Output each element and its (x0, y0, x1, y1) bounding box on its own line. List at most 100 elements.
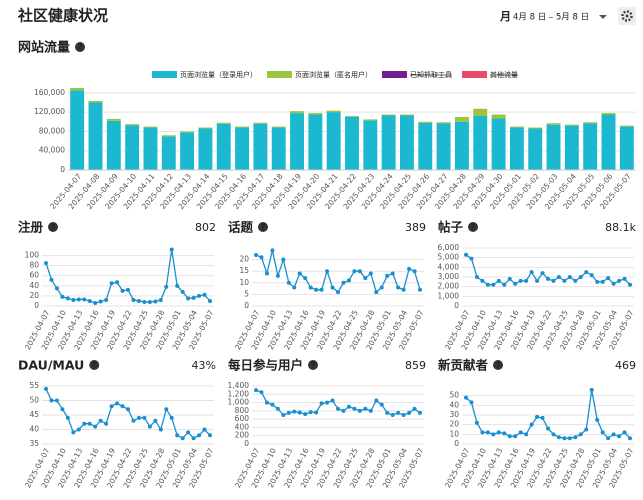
point (524, 278, 529, 283)
bar-segment (271, 126, 286, 128)
point (120, 404, 125, 409)
point (518, 430, 523, 435)
bar-segment (436, 123, 451, 170)
point (589, 387, 594, 392)
chart-title: 每日参与用户 (228, 358, 303, 373)
y-tick-label: 10 (239, 278, 249, 287)
bar-segment (473, 115, 488, 170)
point (202, 427, 207, 432)
bar-segment (564, 125, 579, 170)
bar-segment (161, 136, 176, 170)
bar-segment (326, 110, 341, 113)
y-tick-label: 35 (29, 439, 39, 448)
point (480, 278, 485, 283)
point (628, 282, 632, 287)
point (87, 421, 92, 426)
point (264, 271, 269, 276)
bar-segment (290, 111, 304, 114)
point (71, 297, 76, 302)
point (556, 275, 561, 279)
help-icon (308, 360, 319, 370)
point (175, 433, 180, 438)
point (308, 410, 313, 415)
point (104, 297, 109, 302)
bar-segment (528, 127, 543, 129)
point (469, 256, 474, 261)
point (412, 406, 417, 411)
bar-segment (271, 127, 286, 170)
bar-segment (180, 131, 195, 133)
point (325, 269, 330, 274)
point (513, 281, 518, 286)
point (551, 278, 556, 283)
bar-segment (345, 115, 359, 117)
point (496, 278, 501, 283)
point (385, 410, 390, 415)
bar-segment (473, 108, 488, 116)
point (109, 404, 114, 409)
y-tick-label: 30 (449, 410, 459, 419)
y-tick-label: 400 (235, 422, 250, 431)
y-tick-label: 1,400 (228, 381, 250, 390)
point (169, 247, 174, 252)
help-icon-glyph: ? (261, 223, 265, 232)
point (336, 290, 340, 295)
point (281, 413, 286, 417)
period-selector[interactable]: 月 4月 8 日 – 5月 8 日 (499, 10, 607, 23)
bar-segment (216, 122, 231, 124)
y-tick-label: 0 (244, 301, 249, 310)
gear-hub (625, 14, 629, 18)
point (595, 279, 600, 284)
point (303, 276, 308, 281)
point (578, 275, 583, 279)
chart-title: 话题 (228, 220, 254, 235)
line (45, 249, 211, 304)
y-tick-label: 60 (29, 271, 39, 280)
y-tick-label: 800 (235, 406, 250, 415)
help-icon (89, 360, 100, 370)
line (45, 388, 211, 440)
point (82, 297, 87, 302)
bar-segment (418, 122, 433, 170)
y-tick-label: 0 (34, 301, 39, 310)
point (259, 390, 264, 395)
y-tick-label: 80,000 (39, 126, 65, 135)
point (474, 420, 479, 425)
point (286, 280, 291, 285)
point (529, 270, 534, 275)
point (573, 278, 578, 283)
point (390, 413, 395, 417)
point (308, 285, 313, 290)
y-tick-label: 2,000 (438, 282, 460, 291)
point (385, 273, 390, 278)
help-icon-glyph: ? (51, 223, 55, 232)
bar-segment (400, 114, 414, 116)
settings-button[interactable] (618, 7, 636, 25)
point (131, 418, 136, 423)
point (513, 434, 518, 439)
point (325, 400, 330, 405)
y-tick-label: 20 (239, 255, 249, 264)
bar-segment (546, 123, 561, 125)
point (314, 287, 319, 292)
bar-segment (198, 127, 213, 129)
y-tick-label: 0 (454, 301, 459, 310)
point (104, 421, 109, 426)
help-icon (258, 222, 269, 232)
point (396, 410, 401, 415)
point (374, 398, 379, 403)
point (314, 410, 319, 415)
bar-segment (564, 124, 579, 126)
bar-segment (88, 101, 103, 103)
dropdown-caret (599, 15, 607, 19)
point (65, 296, 70, 301)
point (197, 433, 202, 438)
legend-label: 页面浏览量（匿名用户） (295, 70, 372, 79)
point (352, 406, 357, 411)
bar-segment (345, 116, 359, 170)
point (330, 398, 335, 403)
bar-segment (125, 124, 140, 126)
point (292, 285, 297, 290)
bar-segment (363, 120, 378, 170)
bar-segment (143, 126, 158, 128)
